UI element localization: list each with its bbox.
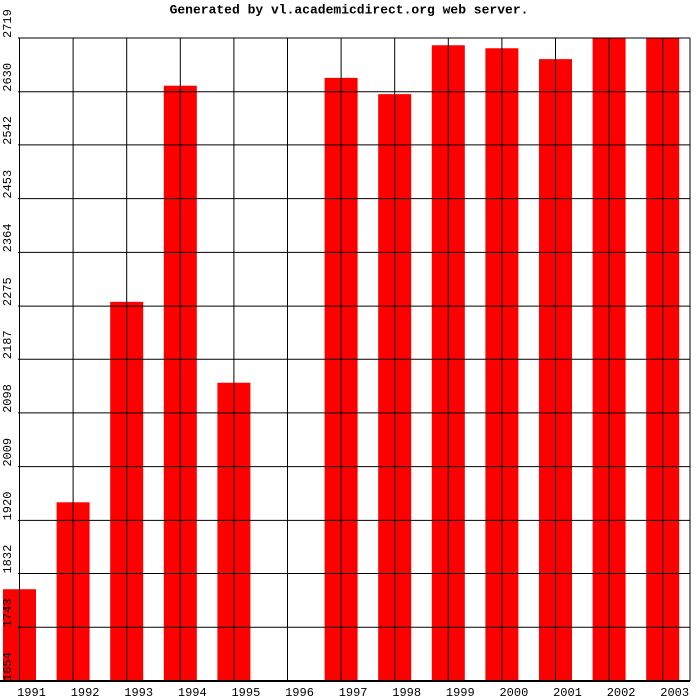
y-tick-label: 1832: [1, 545, 15, 574]
x-tick-label: 1998: [392, 686, 421, 700]
chart-title: Generated by vl.academicdirect.org web s…: [170, 2, 529, 17]
y-tick-label: 2187: [1, 330, 15, 359]
y-tick-label: 2453: [1, 170, 15, 199]
y-tick-label: 2719: [1, 9, 15, 38]
y-tick-label: 2275: [1, 277, 15, 306]
y-tick-label: 2098: [1, 384, 15, 413]
x-tick-label: 1999: [446, 686, 475, 700]
y-tick-label: 1654: [1, 652, 15, 681]
x-tick-label: 2002: [607, 686, 636, 700]
y-tick-label: 2630: [1, 63, 15, 92]
x-tick-label: 1995: [231, 686, 260, 700]
y-tick-label: 2364: [1, 224, 15, 253]
x-tick-label: 2000: [499, 686, 528, 700]
y-tick-label: 1920: [1, 492, 15, 521]
x-tick-label: 1996: [285, 686, 314, 700]
y-tick-label: 1743: [1, 598, 15, 627]
x-tick-label: 1993: [124, 686, 153, 700]
x-tick-label: 2001: [553, 686, 582, 700]
y-tick-label: 2009: [1, 438, 15, 467]
x-tick-label: 2003: [660, 686, 689, 700]
x-tick-label: 1992: [71, 686, 100, 700]
x-tick-label: 1997: [339, 686, 368, 700]
x-tick-label: 1994: [178, 686, 207, 700]
x-tick-label: 1991: [17, 686, 46, 700]
y-tick-label: 2542: [1, 116, 15, 145]
